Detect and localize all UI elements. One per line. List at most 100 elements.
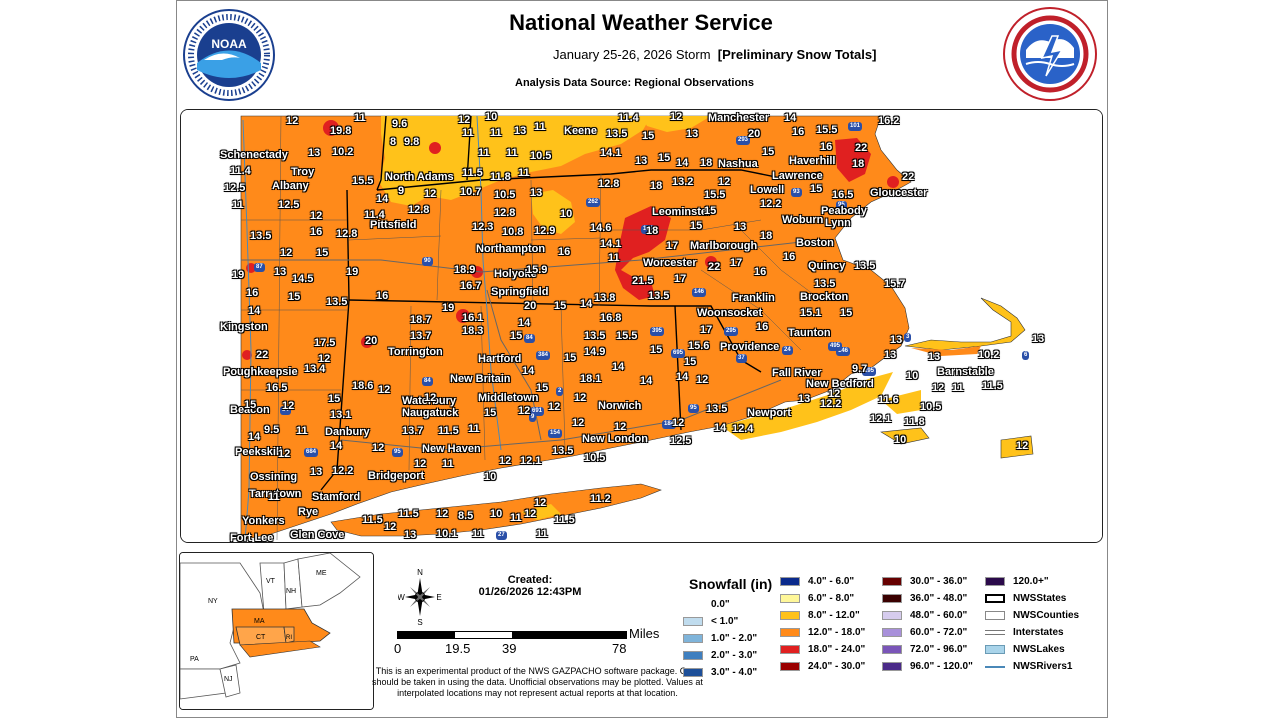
city-label: Beacon (230, 404, 270, 416)
snowfall-value: 13.8 (594, 292, 616, 304)
snowfall-value: 13.5 (648, 290, 670, 302)
snowfall-value: 11.8 (904, 416, 925, 428)
snowfall-value: 15 (690, 220, 703, 232)
snowfall-value: 13.5 (854, 260, 876, 272)
noaa-logo-text: NOAA (211, 37, 247, 51)
city-label: Worcester (643, 257, 697, 269)
inset-label-ny: NY (208, 598, 218, 605)
legend-label: 6.0" - 8.0" (808, 593, 855, 604)
snowfall-value: 14 (248, 431, 261, 443)
highway-shield: 293 (736, 136, 751, 145)
snowfall-value: 13.4 (304, 363, 326, 375)
snowfall-value: 21.5 (632, 275, 654, 287)
snowfall-value: 10 (894, 434, 907, 446)
city-label: Haverhill (789, 155, 836, 167)
city-label: Marlborough (690, 240, 758, 252)
snowfall-value: 12.1 (870, 413, 892, 425)
snowfall-value: 11.5 (398, 508, 419, 520)
snowfall-value: 9.7 (852, 363, 868, 375)
snowfall-value: 11.6 (878, 394, 899, 406)
hudson-river (242, 119, 252, 541)
snowfall-value: 15 (810, 183, 823, 195)
snowfall-value: 14 (612, 361, 625, 373)
snowfall-value: 15 (484, 407, 497, 419)
snowfall-value: 10 (490, 508, 503, 520)
highway-shield: 695 (671, 349, 686, 358)
snowfall-value: 12 (424, 188, 437, 200)
city-label: Northampton (476, 243, 546, 255)
snowfall-value: 12 (424, 392, 437, 404)
city-label: Boston (796, 237, 834, 249)
snowfall-value: 12.3 (472, 221, 494, 233)
snowfall-value: 18.3 (462, 325, 484, 337)
snowfall-value: 15 (762, 146, 775, 158)
snowfall-value: 12.4 (732, 423, 754, 435)
highway-shield: 684 (304, 448, 319, 457)
snowfall-value: 17 (730, 257, 743, 269)
snowfall-value: 12 (282, 400, 295, 412)
state-border-ny-ct (320, 189, 350, 491)
legend-swatch (985, 665, 1005, 668)
snowfall-value: 16.5 (266, 382, 288, 394)
snowfall-value: 16 (376, 290, 389, 302)
marthas-vineyard (880, 427, 930, 445)
compass-s: S (417, 618, 422, 626)
legend-item: NWSCounties (985, 610, 1079, 621)
inset-label-ma: MA (254, 618, 265, 625)
snowfall-value: 15.7 (884, 278, 906, 290)
highway-shield: 95 (392, 448, 403, 457)
city-label: Poughkeepsie (223, 366, 298, 378)
snowfall-value: 17 (666, 240, 679, 252)
snowfall-value: 12 (318, 353, 331, 365)
highway-shield: 195 (862, 367, 877, 376)
inset-label-nj: NJ (224, 676, 233, 683)
compass-rose-icon: N S W E (397, 566, 442, 627)
snowfall-value: 11.4 (364, 209, 385, 221)
snowfall-value: 12 (696, 374, 709, 386)
legend-swatch (780, 645, 800, 654)
snowfall-value: 12 (572, 417, 585, 429)
snowfall-value: 13 (734, 221, 747, 233)
inset-locator-map: NY VT NH ME PA NJ MA CT RI (179, 552, 374, 710)
city-label: Kingston (220, 321, 268, 333)
inset-label-pa: PA (190, 656, 199, 663)
legend-label: 36.0" - 48.0" (910, 593, 968, 604)
legend-item: 48.0" - 60.0" (882, 610, 967, 621)
snowfall-value: 16 (820, 141, 833, 153)
legend-swatch (882, 628, 902, 637)
legend-swatch (780, 628, 800, 637)
snowfall-value: 13.5 (706, 403, 728, 415)
snowfall-value: 13 (310, 466, 323, 478)
highway-shield: 84 (280, 406, 291, 415)
highway-shield: 84 (524, 334, 535, 343)
snowfall-value: 12.8 (494, 207, 516, 219)
legend-item: NWSLakes (985, 644, 1065, 655)
snowfall-value: 16 (310, 226, 323, 238)
state-border-ma-ct (348, 299, 675, 307)
snowfall-value: 14.9 (584, 346, 606, 358)
city-label: Keene (564, 125, 598, 137)
snowfall-value: 11.8 (490, 171, 511, 183)
legend-item: 36.0" - 48.0" (882, 593, 967, 604)
snowfall-value: 12 (414, 458, 427, 470)
legend-item: 1.0" - 2.0" (683, 633, 757, 644)
snowfall-value: 13.5 (584, 330, 606, 342)
highway-shield: 95 (836, 201, 847, 210)
legend-label: 0.0" (711, 599, 730, 610)
snowfall-value: 18 (700, 157, 713, 169)
snowfall-value: 11 (478, 147, 490, 159)
snowfall-map (180, 109, 1103, 543)
snowfall-value: 15.5 (704, 189, 726, 201)
snowfall-value: 15 (642, 130, 655, 142)
snowfall-value: 8 (390, 136, 397, 148)
snowfall-value: 10 (906, 370, 919, 382)
highway-shield: 190 (641, 225, 656, 234)
snowfall-value: 13 (274, 266, 287, 278)
legend-swatch (985, 611, 1005, 620)
legend-item: < 1.0" (683, 616, 738, 627)
snowfall-value: 15 (328, 393, 341, 405)
snowfall-value: 15.6 (688, 340, 710, 352)
snowfall-value: 12 (518, 405, 531, 417)
snowfall-value: 12 (524, 508, 537, 520)
snowfall-value: 12 (932, 382, 945, 394)
